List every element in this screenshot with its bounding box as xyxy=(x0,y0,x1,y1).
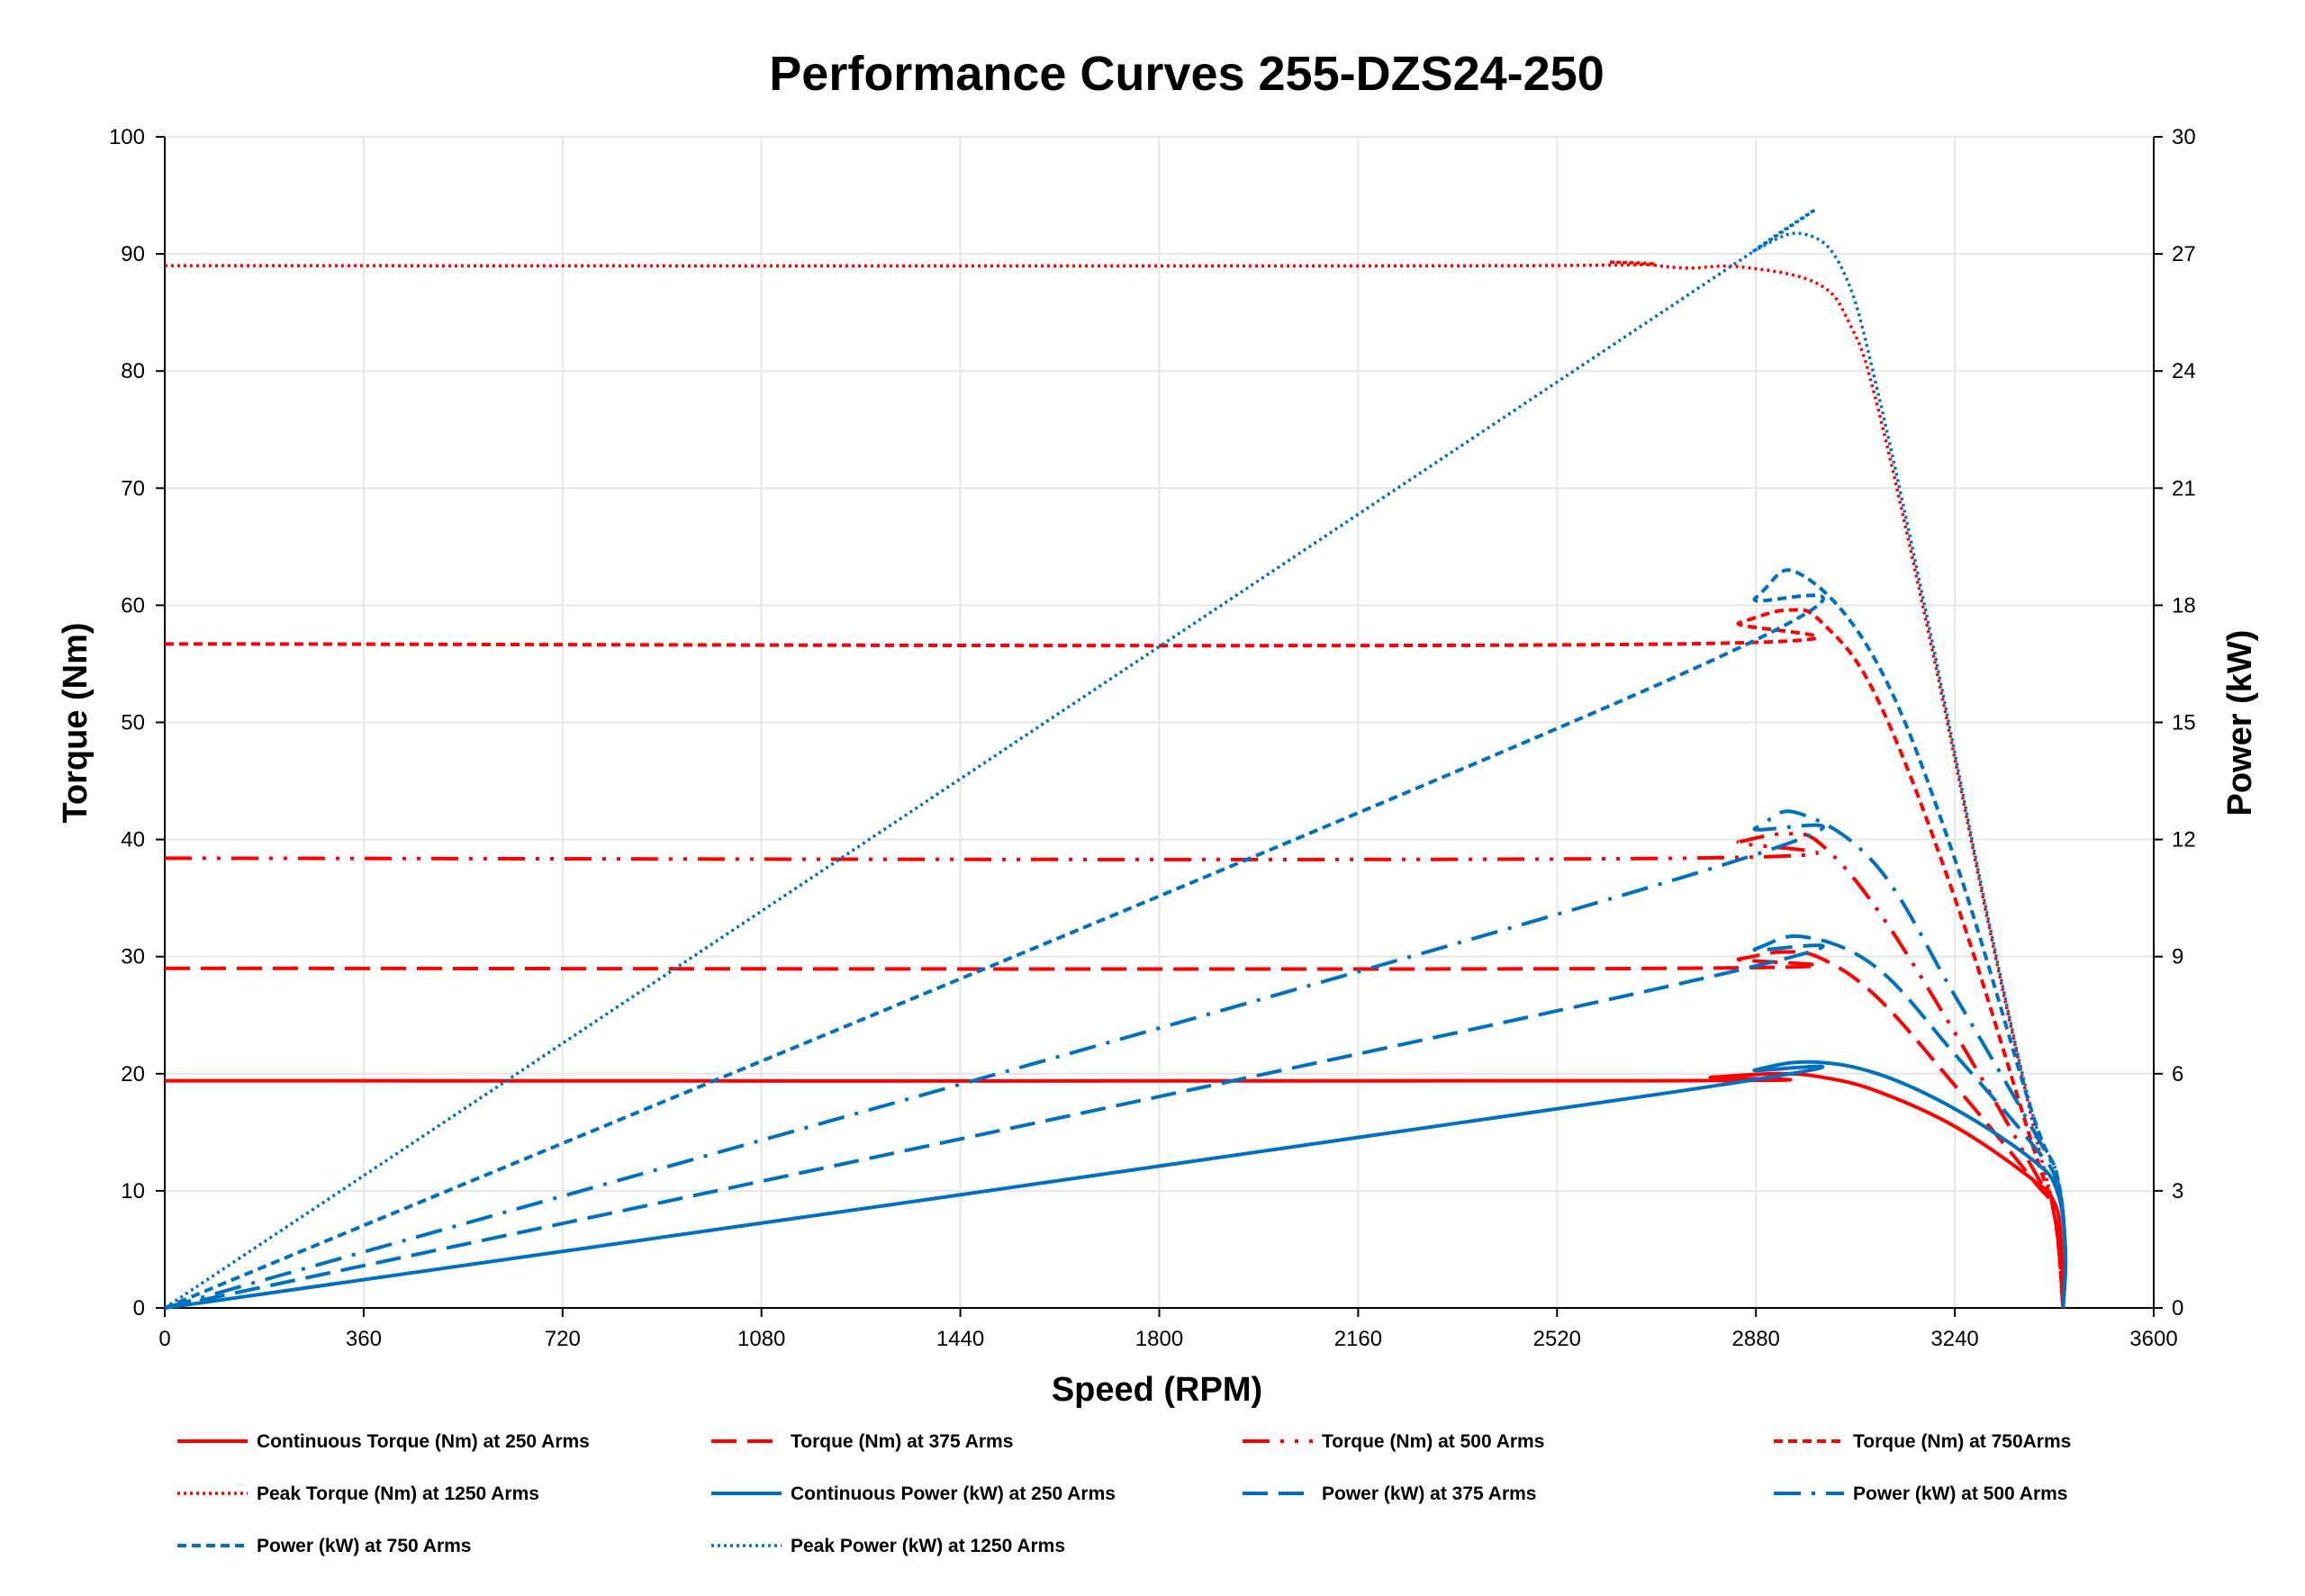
x-tick-label: 0 xyxy=(158,1327,170,1351)
axes: 0 360 720 1080 1440 1800 2160 2520 2880 3240 36000… xyxy=(109,125,2196,1351)
y2-tick-label: 30 xyxy=(2172,125,2196,149)
y2-tick-label: 6 xyxy=(2172,1062,2183,1087)
y-tick-label: 30 xyxy=(121,945,145,969)
y2-axis-label: Power (kW) xyxy=(2221,630,2259,816)
y2-tick-label: 3 xyxy=(2172,1179,2183,1204)
x-tick-label: 2520 xyxy=(1533,1327,1581,1351)
legend-label: Power (kW) at 750 Arms xyxy=(257,1536,471,1556)
x-tick-label: 720 xyxy=(545,1327,581,1351)
series-line-9 xyxy=(164,568,2068,1310)
legend-label: Torque (Nm) at 375 Arms xyxy=(791,1431,1013,1452)
y-tick-label: 80 xyxy=(121,359,145,383)
y2-tick-label: 0 xyxy=(2172,1296,2183,1321)
gridlines xyxy=(165,136,2154,1308)
y-tick-label: 40 xyxy=(121,828,145,852)
y-tick-label: 100 xyxy=(109,125,145,149)
y-tick-label: 70 xyxy=(121,476,145,500)
series-line-8 xyxy=(164,809,2068,1310)
y2-tick-label: 21 xyxy=(2172,476,2196,500)
series-line-2 xyxy=(164,950,2065,1309)
x-tick-label: 3240 xyxy=(1930,1327,1978,1351)
x-axis-label: Speed (RPM) xyxy=(1052,1371,1262,1409)
y2-tick-label: 24 xyxy=(2172,359,2196,383)
legend-label: Torque (Nm) at 750Arms xyxy=(1853,1431,2071,1452)
legend-label: Torque (Nm) at 500 Arms xyxy=(1322,1431,1544,1452)
y2-tick-label: 12 xyxy=(2172,828,2196,852)
y2-tick-label: 27 xyxy=(2172,242,2196,266)
series-line-7 xyxy=(164,934,2068,1310)
legend-label: Power (kW) at 375 Arms xyxy=(1322,1483,1536,1504)
legend-label: Peak Torque (Nm) at 1250 Arms xyxy=(257,1483,539,1504)
y2-tick-label: 9 xyxy=(2172,945,2183,969)
x-tick-label: 1440 xyxy=(936,1327,984,1351)
y-tick-label: 20 xyxy=(121,1062,145,1087)
series-line-5 xyxy=(164,260,2065,1309)
legend-label: Continuous Power (kW) at 250 Arms xyxy=(791,1483,1116,1504)
legend-label: Power (kW) at 500 Arms xyxy=(1853,1483,2067,1504)
x-tick-label: 3600 xyxy=(2129,1327,2177,1351)
legend-label: Peak Power (kW) at 1250 Arms xyxy=(791,1536,1065,1556)
series-line-3 xyxy=(164,832,2065,1309)
series-lines xyxy=(164,208,2068,1310)
y-axis-label: Torque (Nm) xyxy=(57,622,95,823)
x-tick-label: 2160 xyxy=(1334,1327,1382,1351)
series-line-10 xyxy=(164,208,2067,1310)
y-tick-label: 60 xyxy=(121,593,145,618)
x-tick-label: 1800 xyxy=(1135,1327,1183,1351)
y2-tick-label: 15 xyxy=(2172,711,2196,735)
y2-tick-label: 18 xyxy=(2172,593,2196,618)
series-line-4 xyxy=(164,608,2065,1309)
y-tick-label: 10 xyxy=(121,1179,145,1204)
y-tick-label: 0 xyxy=(133,1296,145,1321)
series-line-6 xyxy=(164,1059,2068,1310)
x-tick-label: 1080 xyxy=(737,1327,785,1351)
x-tick-label: 2880 xyxy=(1732,1327,1780,1351)
chart-title: Performance Curves 255-DZS24-250 xyxy=(769,47,1604,101)
legend-label: Continuous Torque (Nm) at 250 Arms xyxy=(257,1431,590,1452)
x-tick-label: 360 xyxy=(346,1327,382,1351)
legend: Continuous Torque (Nm) at 250 Arms Torque… xyxy=(177,1431,2071,1556)
y-tick-label: 90 xyxy=(121,242,145,266)
y-tick-label: 50 xyxy=(121,711,145,735)
